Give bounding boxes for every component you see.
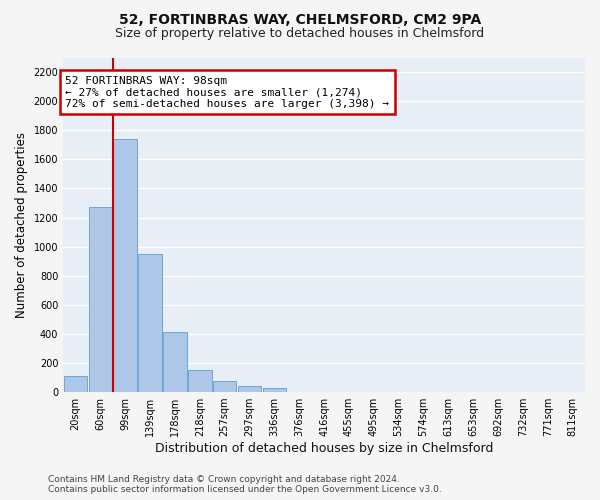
Bar [263,388,286,392]
Text: Contains public sector information licensed under the Open Government Licence v3: Contains public sector information licen… [48,485,442,494]
Bar [113,139,137,392]
Bar [163,332,187,392]
Bar [89,208,112,392]
Bar [139,254,162,392]
Bar [213,381,236,392]
Text: 52, FORTINBRAS WAY, CHELMSFORD, CM2 9PA: 52, FORTINBRAS WAY, CHELMSFORD, CM2 9PA [119,12,481,26]
Bar [188,370,212,392]
X-axis label: Distribution of detached houses by size in Chelmsford: Distribution of detached houses by size … [155,442,493,455]
Bar [238,386,262,392]
Text: 52 FORTINBRAS WAY: 98sqm
← 27% of detached houses are smaller (1,274)
72% of sem: 52 FORTINBRAS WAY: 98sqm ← 27% of detach… [65,76,389,109]
Bar [64,376,88,392]
Text: Size of property relative to detached houses in Chelmsford: Size of property relative to detached ho… [115,28,485,40]
Y-axis label: Number of detached properties: Number of detached properties [15,132,28,318]
Text: Contains HM Land Registry data © Crown copyright and database right 2024.: Contains HM Land Registry data © Crown c… [48,475,400,484]
